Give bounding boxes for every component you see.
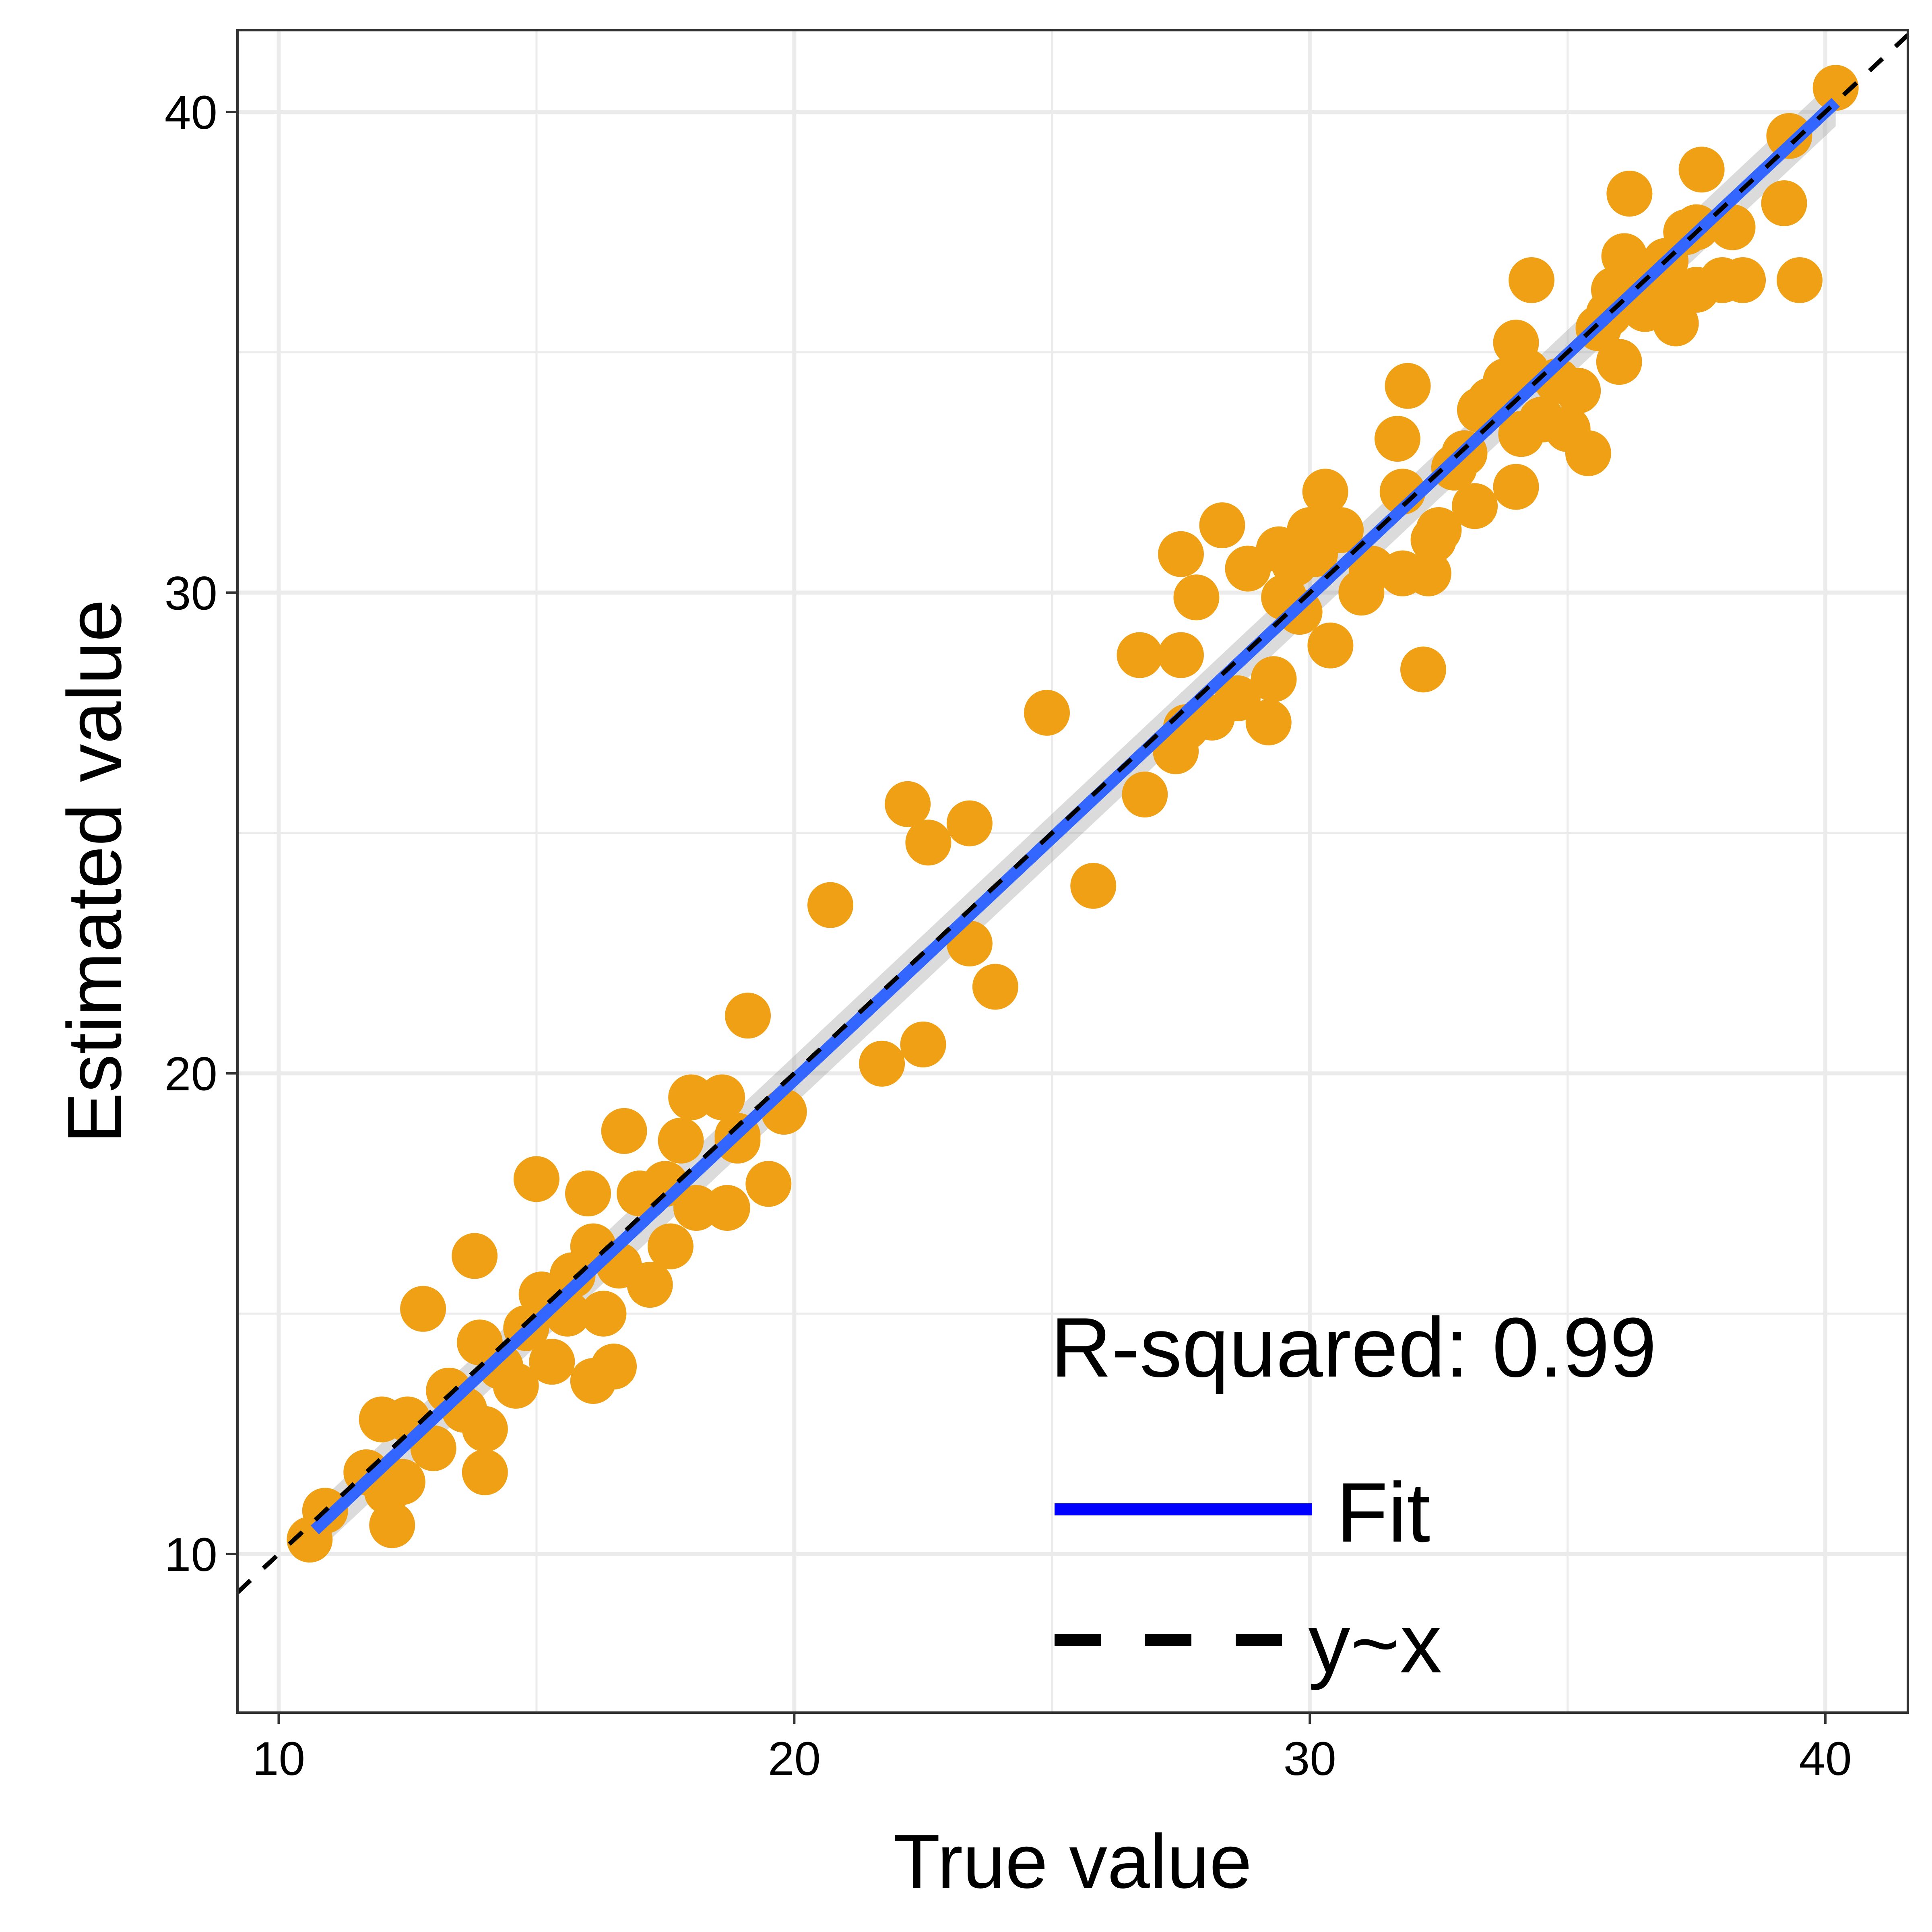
data-point	[725, 993, 771, 1039]
data-point	[1766, 113, 1812, 159]
data-point	[658, 1117, 704, 1164]
data-point	[1555, 367, 1601, 414]
data-point	[1374, 416, 1420, 462]
data-point	[1302, 469, 1348, 515]
plot-panel-border	[236, 29, 1909, 1714]
data-point	[1596, 339, 1642, 385]
x-tick-label: 10	[252, 1732, 305, 1785]
data-points	[287, 65, 1859, 1563]
data-point	[462, 1449, 508, 1495]
data-point	[529, 1339, 575, 1385]
x-tick-label: 40	[1799, 1732, 1852, 1785]
x-tick-label: 30	[1284, 1732, 1336, 1785]
data-point	[807, 882, 853, 928]
data-point	[400, 1286, 446, 1332]
data-point	[1158, 632, 1204, 678]
data-point	[1416, 507, 1462, 553]
fit-line	[310, 98, 1840, 1535]
data-point	[1777, 257, 1823, 303]
data-point	[1024, 689, 1070, 736]
data-point	[1452, 483, 1498, 529]
data-point	[1251, 656, 1297, 702]
grid	[237, 30, 1908, 1713]
data-point	[1158, 531, 1204, 577]
data-point	[1508, 257, 1554, 303]
data-point	[946, 800, 993, 846]
y-tick-label: 40	[165, 86, 217, 139]
x-axis-title: True value	[894, 1819, 1252, 1904]
axes: 10 20 30 40 10 20 30 40	[165, 86, 1852, 1785]
data-point	[1173, 574, 1220, 621]
data-point	[1199, 502, 1245, 549]
data-point	[1214, 675, 1261, 722]
data-point	[972, 964, 1018, 1010]
reference-lines	[236, 33, 1909, 1594]
data-point	[745, 1161, 792, 1207]
data-point	[1601, 233, 1647, 279]
data-point	[493, 1362, 539, 1409]
data-point	[1400, 646, 1446, 693]
data-point	[1385, 363, 1431, 409]
data-point	[627, 1262, 673, 1308]
y-axis-title: Estimated value	[52, 599, 137, 1144]
data-point	[1318, 507, 1364, 553]
data-point	[369, 1502, 415, 1548]
data-point	[565, 1170, 611, 1217]
data-point	[1565, 430, 1611, 476]
legend: Fit y~x	[1055, 1465, 1442, 1690]
legend-yx-label: y~x	[1308, 1596, 1442, 1690]
data-point	[601, 1108, 647, 1154]
identity-line	[236, 33, 1909, 1594]
data-point	[1307, 622, 1354, 669]
data-point	[699, 1074, 745, 1121]
data-point	[1606, 171, 1653, 217]
data-point	[905, 819, 952, 866]
data-point	[885, 781, 931, 827]
data-point	[900, 1021, 946, 1067]
x-tick-label: 20	[768, 1732, 821, 1785]
data-point	[452, 1233, 498, 1279]
y-tick-label: 20	[165, 1048, 217, 1101]
data-point	[1122, 771, 1168, 817]
data-point	[462, 1406, 508, 1452]
data-point	[647, 1223, 694, 1269]
data-point	[379, 1459, 425, 1505]
r-squared-annotation: R-squared: 0.99	[1051, 1300, 1657, 1395]
y-tick-label: 30	[165, 567, 217, 620]
y-tick-label: 10	[165, 1528, 217, 1581]
data-point	[1245, 699, 1292, 745]
data-point	[1720, 257, 1766, 303]
data-point	[1812, 65, 1859, 111]
data-point	[859, 1040, 905, 1087]
data-point	[1405, 550, 1451, 597]
data-point	[1070, 863, 1117, 909]
data-point	[580, 1290, 627, 1337]
data-point	[704, 1185, 750, 1231]
data-point	[513, 1156, 559, 1202]
data-point	[1678, 147, 1725, 193]
legend-fit-label: Fit	[1336, 1465, 1430, 1560]
data-point	[1761, 180, 1807, 226]
data-point	[1493, 464, 1539, 510]
data-point	[1117, 632, 1163, 678]
data-point	[591, 1344, 637, 1390]
